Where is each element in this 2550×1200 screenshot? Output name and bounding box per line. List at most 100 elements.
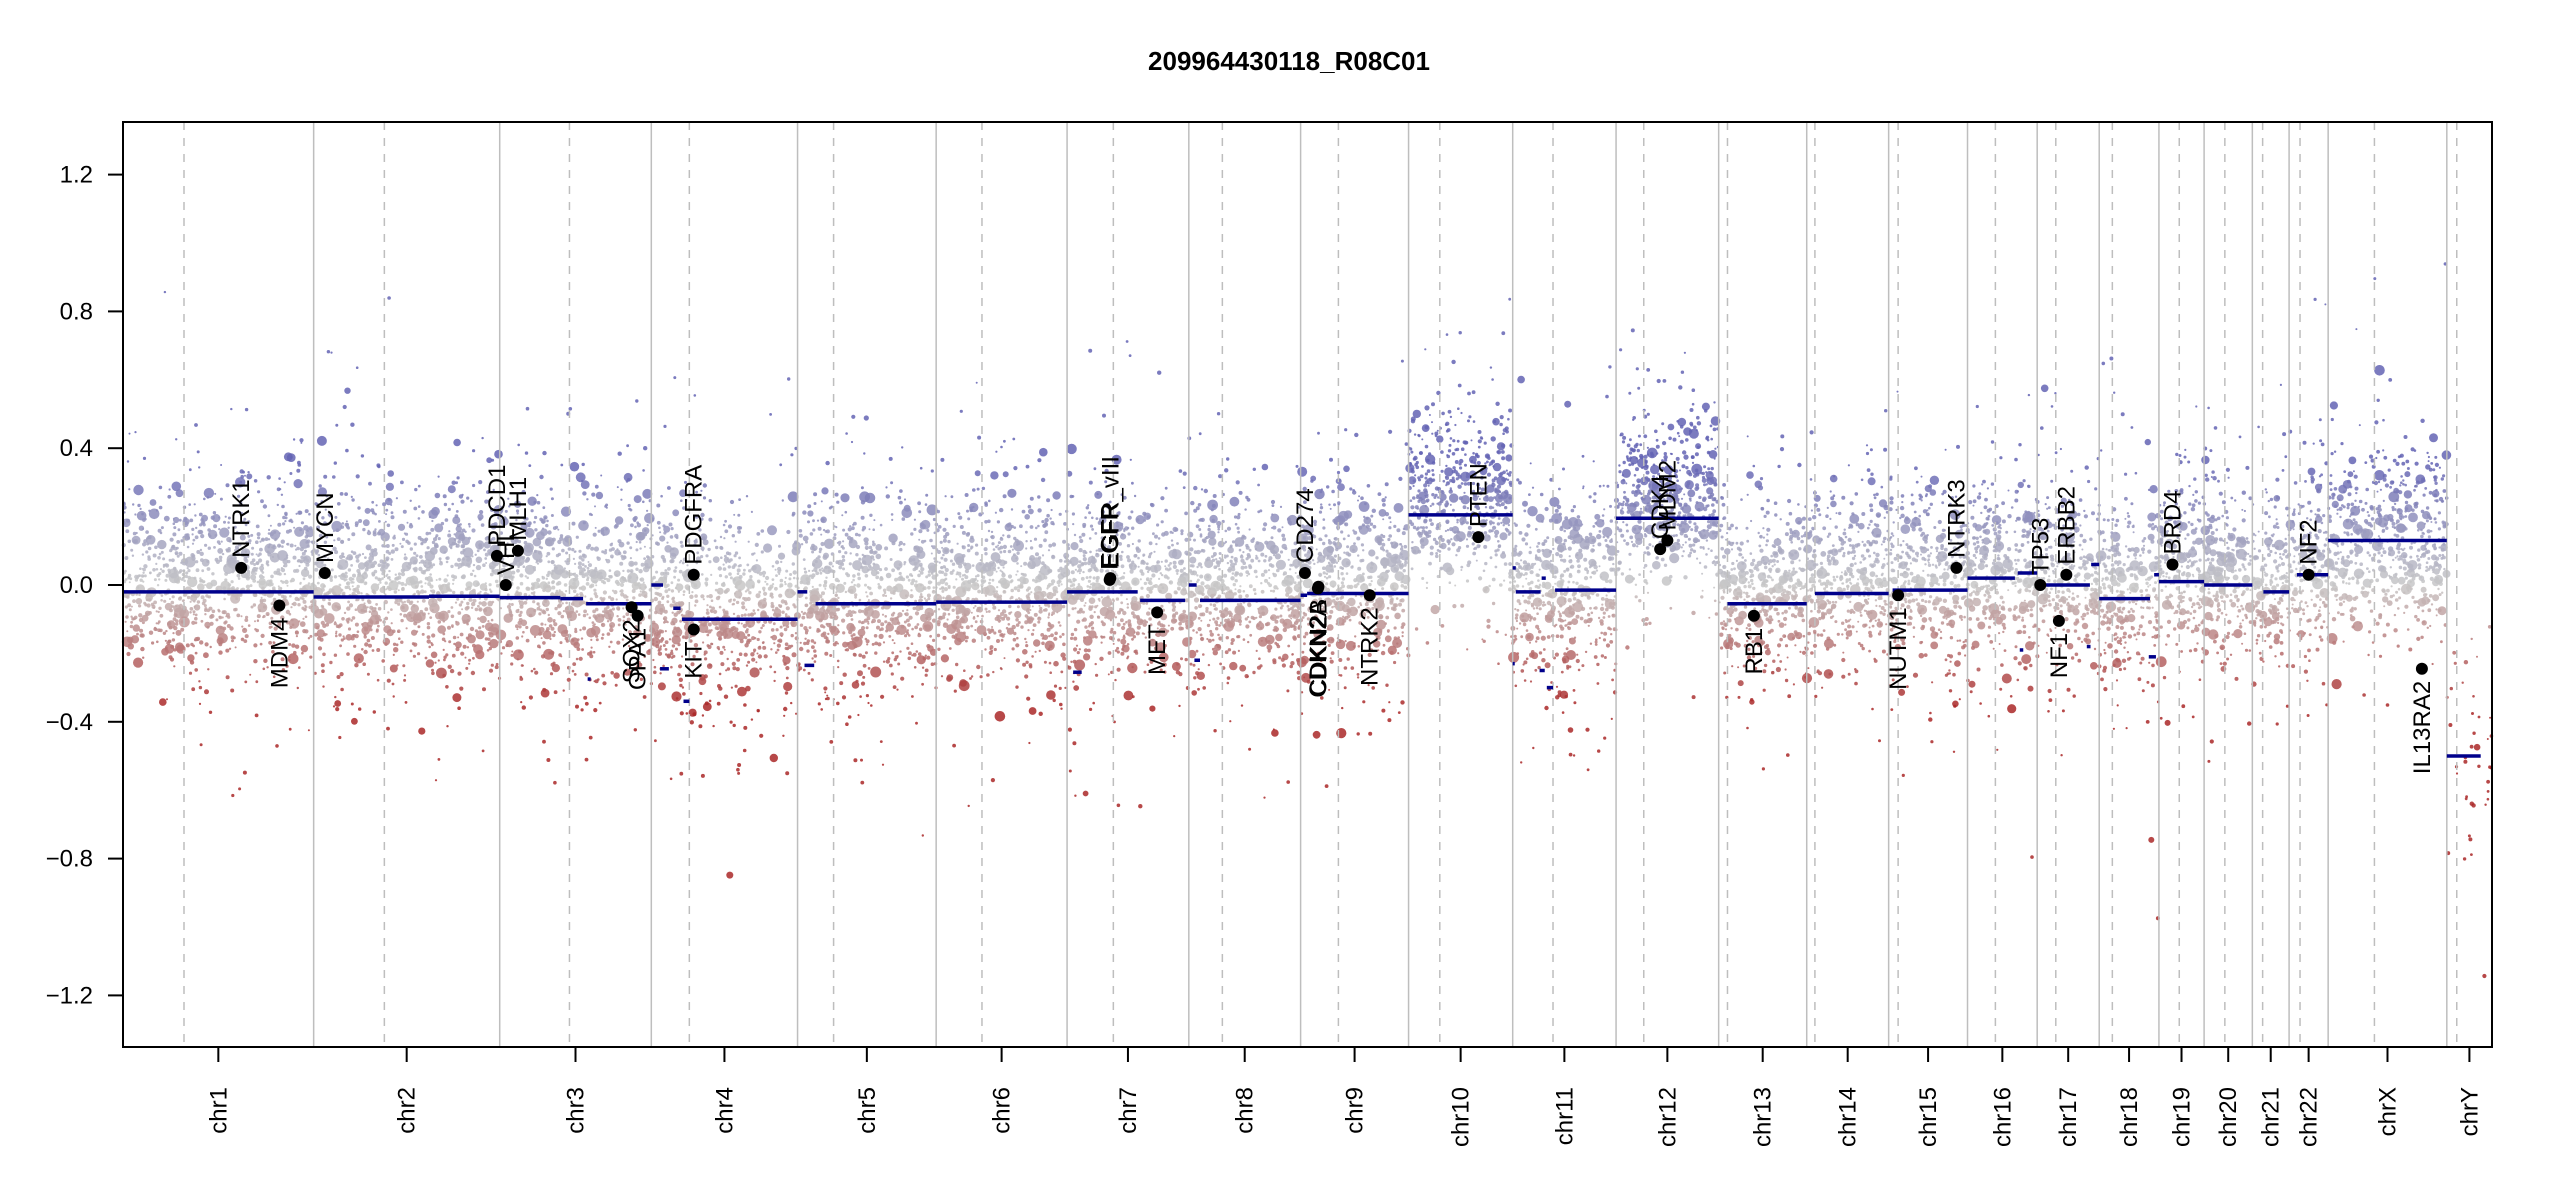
probe-point (417, 652, 421, 656)
probe-point (595, 634, 599, 638)
probe-point (974, 620, 978, 624)
probe-point (206, 625, 210, 629)
probe-point (744, 636, 748, 640)
probe-point (924, 654, 927, 657)
probe-point (275, 571, 281, 576)
probe-point (347, 600, 350, 604)
probe-point (1053, 684, 1058, 688)
probe-point (344, 387, 351, 394)
probe-point (923, 597, 927, 600)
probe-point (189, 518, 194, 523)
probe-point (165, 629, 168, 633)
probe-point (750, 613, 754, 616)
probe-point (772, 622, 776, 626)
probe-point (611, 607, 616, 611)
probe-point (375, 603, 378, 606)
probe-point (817, 702, 821, 706)
probe-point (216, 637, 224, 645)
probe-point (823, 579, 828, 584)
probe-point (300, 568, 310, 578)
probe-point (938, 570, 942, 574)
probe-point (898, 540, 904, 546)
probe-point (314, 567, 319, 572)
probe-point (337, 564, 342, 569)
probe-point (273, 530, 277, 534)
probe-point (238, 787, 242, 791)
probe-point (836, 607, 841, 612)
probe-point (820, 516, 827, 524)
probe-point (533, 520, 536, 524)
probe-point (194, 423, 198, 427)
probe-point (545, 555, 548, 558)
probe-point (858, 653, 863, 658)
probe-point (565, 610, 569, 614)
probe-point (202, 580, 205, 584)
probe-point (1107, 673, 1110, 676)
probe-point (445, 685, 449, 689)
probe-point (1025, 588, 1030, 592)
probe-point (1059, 635, 1062, 639)
probe-point (166, 698, 168, 701)
probe-point (1026, 596, 1031, 601)
probe-point (976, 608, 980, 613)
probe-point (992, 567, 997, 572)
probe-point (633, 728, 637, 732)
probe-point (759, 733, 764, 738)
probe-point (1037, 620, 1041, 624)
probe-point (1072, 523, 1075, 526)
probe-point (571, 547, 575, 552)
probe-point (634, 625, 639, 630)
probe-point (453, 642, 456, 646)
probe-point (738, 526, 743, 530)
probe-point (1000, 633, 1004, 637)
probe-point (129, 624, 134, 629)
probe-point (482, 563, 486, 567)
probe-point (1022, 580, 1026, 585)
probe-point (484, 552, 489, 557)
probe-point (858, 557, 862, 561)
probe-point (386, 576, 390, 580)
probe-point (276, 503, 279, 507)
probe-point (953, 689, 957, 693)
probe-point (282, 565, 286, 568)
probe-point (207, 528, 211, 532)
probe-point (450, 614, 455, 619)
probe-point (426, 635, 431, 639)
probe-point (634, 583, 638, 587)
probe-point (834, 641, 838, 644)
probe-point (435, 534, 439, 538)
probe-point (562, 536, 573, 547)
probe-point (218, 615, 221, 619)
probe-point (184, 536, 189, 541)
probe-point (1180, 657, 1183, 661)
probe-point (704, 581, 708, 585)
probe-point (417, 517, 421, 520)
probe-point (646, 509, 649, 512)
probe-point (994, 711, 1006, 722)
probe-point (506, 542, 509, 545)
probe-point (437, 758, 441, 761)
probe-point (1059, 558, 1063, 563)
probe-point (638, 662, 643, 667)
probe-point (138, 613, 143, 618)
probe-point (300, 644, 309, 653)
probe-point (790, 644, 794, 648)
probe-point (961, 554, 966, 558)
probe-point (987, 529, 991, 533)
probe-point (967, 517, 971, 521)
probe-point (732, 578, 736, 582)
probe-point (320, 500, 324, 503)
probe-point (790, 633, 794, 638)
probe-point (240, 615, 243, 618)
probe-point (472, 483, 476, 488)
probe-point (420, 585, 424, 588)
probe-point (813, 567, 818, 572)
probe-point (351, 717, 358, 725)
probe-point (1016, 570, 1019, 573)
probe-point (991, 578, 995, 582)
probe-point (882, 641, 886, 644)
probe-point (486, 649, 490, 652)
probe-point (131, 554, 135, 557)
probe-point (848, 562, 852, 566)
probe-point (942, 527, 947, 532)
